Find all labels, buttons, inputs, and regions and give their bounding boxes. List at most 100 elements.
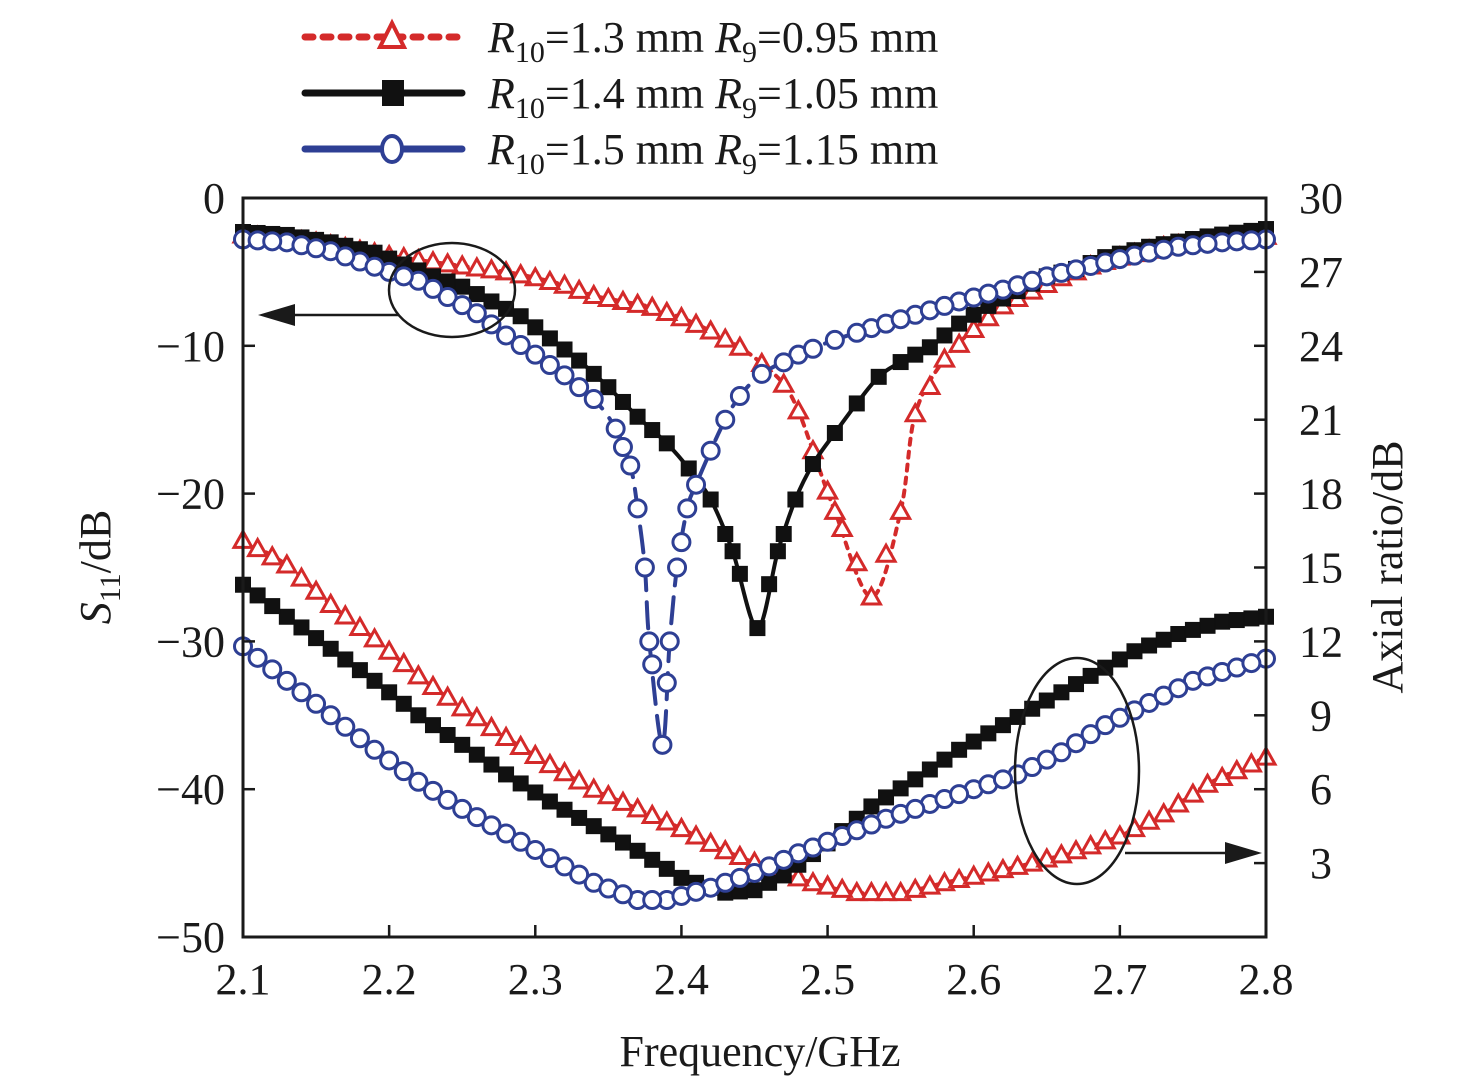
data-point-marker	[262, 659, 283, 680]
data-point-marker	[585, 818, 602, 835]
data-point-marker	[525, 344, 546, 365]
data-point-marker	[596, 783, 620, 805]
data-point-marker	[494, 725, 518, 746]
data-point-marker	[512, 775, 529, 792]
y-right-tick-label: 24	[1299, 322, 1343, 371]
data-point-marker	[1005, 854, 1030, 875]
y-right-tick-label: 18	[1299, 470, 1343, 519]
left-arrow-icon	[258, 304, 295, 326]
triangle-marker-icon	[376, 18, 408, 49]
x-tick-label: 2.1	[216, 955, 271, 1004]
data-point-marker	[1022, 270, 1043, 291]
data-point-marker	[1038, 692, 1055, 709]
data-point-marker	[846, 322, 867, 343]
series-2-s11	[233, 229, 1276, 755]
data-point-marker	[260, 544, 284, 566]
data-point-marker	[684, 823, 708, 845]
data-point-marker	[583, 389, 604, 410]
data-point-marker	[468, 286, 485, 303]
data-point-marker	[408, 771, 429, 792]
data-point-marker	[1170, 626, 1187, 643]
data-point-marker	[605, 418, 626, 439]
data-point-marker	[452, 798, 473, 819]
data-point-marker	[377, 639, 401, 660]
data-point-marker	[669, 816, 693, 838]
data-point-marker	[539, 355, 560, 376]
data-point-marker	[802, 338, 823, 359]
data-point-marker	[454, 278, 471, 295]
data-point-marker	[626, 292, 650, 313]
data-point-marker	[450, 695, 474, 717]
data-point-marker	[731, 565, 748, 582]
y-right-tick-label: 3	[1310, 839, 1332, 888]
data-point-marker	[644, 422, 661, 439]
data-point-marker	[1126, 643, 1143, 660]
data-point-marker	[936, 751, 953, 768]
data-point-marker	[306, 238, 327, 259]
plot-frame	[241, 196, 1268, 939]
data-point-marker	[437, 789, 458, 810]
data-point-marker	[874, 542, 898, 563]
data-point-marker	[498, 766, 515, 783]
data-point-marker	[600, 379, 617, 396]
data-point-marker	[775, 867, 792, 884]
data-point-marker	[554, 856, 575, 877]
data-point-marker	[642, 654, 663, 675]
y-left-tick-label: −20	[156, 470, 225, 519]
data-point-marker	[859, 880, 883, 902]
data-point-marker	[335, 716, 356, 737]
data-point-marker	[640, 803, 664, 824]
data-point-marker	[479, 715, 504, 737]
data-point-marker	[686, 474, 707, 495]
data-point-marker	[276, 670, 297, 691]
data-point-marker	[410, 707, 427, 724]
data-point-marker	[1082, 667, 1099, 684]
data-point-marker	[932, 347, 957, 368]
data-point-marker	[863, 798, 880, 815]
circle-marker-icon	[380, 134, 404, 164]
y-right-tick-label: 30	[1299, 174, 1343, 223]
data-point-marker	[639, 631, 660, 652]
data-point-marker	[320, 705, 341, 726]
x-tick-label: 2.6	[946, 955, 1001, 1004]
data-point-marker	[308, 630, 325, 647]
data-point-marker	[642, 890, 663, 911]
data-point-marker	[702, 491, 719, 508]
y-right-axis-title: Axial ratio/dB	[1363, 441, 1412, 694]
data-point-marker	[729, 867, 750, 888]
data-point-marker	[889, 499, 913, 520]
data-point-marker	[878, 789, 895, 806]
data-point-marker	[817, 831, 838, 852]
data-point-marker	[845, 550, 869, 572]
data-point-marker	[773, 849, 794, 870]
data-point-marker	[787, 491, 804, 508]
data-point-marker	[786, 398, 810, 420]
data-point-marker	[1239, 751, 1263, 773]
data-point-marker	[749, 620, 766, 637]
legend-item-1: R10=1.4 mm R9=1.05 mm	[301, 69, 938, 125]
y-right-tick-label: 21	[1299, 396, 1343, 445]
data-point-marker	[874, 880, 898, 902]
data-point-marker	[306, 693, 327, 714]
data-point-marker	[921, 339, 938, 356]
data-point-marker	[746, 882, 763, 899]
data-point-marker	[1214, 613, 1231, 630]
data-point-marker	[699, 318, 723, 340]
y-right-tick-label: 12	[1299, 617, 1343, 666]
data-point-marker	[1181, 782, 1205, 803]
data-point-marker	[1068, 676, 1085, 693]
data-point-marker	[659, 631, 680, 652]
data-point-marker	[1109, 249, 1130, 270]
data-point-marker	[291, 682, 312, 703]
data-point-marker	[262, 231, 283, 252]
data-point-marker	[978, 283, 999, 304]
data-point-marker	[804, 456, 821, 473]
data-point-marker	[424, 717, 441, 734]
data-point-marker	[980, 725, 997, 742]
data-point-marker	[337, 651, 354, 668]
data-point-marker	[1210, 765, 1234, 786]
data-point-marker	[949, 784, 970, 805]
right-arrow-icon	[1225, 842, 1262, 864]
data-point-marker	[596, 286, 620, 308]
